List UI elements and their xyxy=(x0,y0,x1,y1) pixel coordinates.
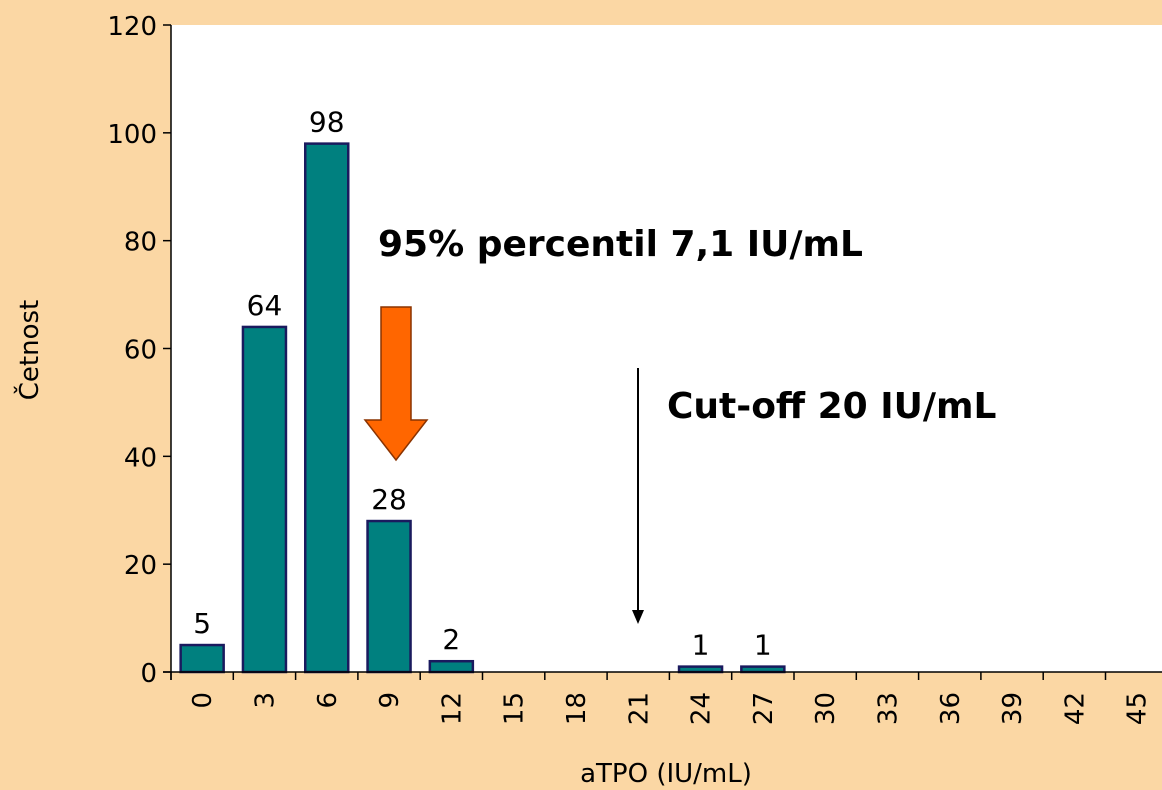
data-labels-group: 5 64 98 28 2 1 1 xyxy=(193,106,772,662)
x-tick-label: 45 xyxy=(1123,692,1153,725)
axes-group xyxy=(163,24,1162,680)
y-tick-label: 20 xyxy=(124,551,157,581)
y-tick-label: 40 xyxy=(124,443,157,473)
bar-data-label: 64 xyxy=(247,289,283,322)
bar xyxy=(304,142,350,674)
bars-group xyxy=(179,142,786,674)
x-tick-label: 30 xyxy=(811,692,841,725)
y-tick-label: 80 xyxy=(124,228,157,258)
x-tick-label: 12 xyxy=(437,692,467,725)
x-tick-label: 3 xyxy=(250,692,280,709)
x-tick-label: 21 xyxy=(624,692,654,725)
x-tick-label: 18 xyxy=(562,692,592,725)
x-tick-label: 36 xyxy=(936,692,966,725)
y-tick-label: 60 xyxy=(124,336,157,366)
percentile-arrow-icon xyxy=(363,306,429,462)
x-tick-label: 42 xyxy=(1060,692,1090,725)
cutoff-arrow-icon xyxy=(632,610,644,624)
x-tick-label: 0 xyxy=(188,692,218,709)
y-tick-label: 0 xyxy=(140,659,157,689)
bar-data-label: 98 xyxy=(309,106,345,139)
bar xyxy=(366,519,412,674)
x-tick-labels-group: 0 3 6 9 12 15 18 21 24 27 30 33 36 39 42 45 xyxy=(188,692,1153,725)
bar xyxy=(179,643,225,674)
x-tick-label: 15 xyxy=(500,692,530,725)
bar-data-label: 2 xyxy=(442,623,460,656)
x-tick-label: 27 xyxy=(749,692,779,725)
bar xyxy=(740,665,786,674)
bar-data-label: 28 xyxy=(371,483,407,516)
y-tick-labels-group: 0 20 40 60 80 100 120 xyxy=(107,12,157,689)
percentile-annotation: 95% percentil 7,1 IU/mL xyxy=(378,224,863,265)
x-tick-label: 9 xyxy=(375,692,405,709)
y-tick-label: 120 xyxy=(107,12,157,42)
bar-data-label: 1 xyxy=(754,629,772,662)
x-axis-title: aTPO (IU/mL) xyxy=(580,759,752,789)
x-tick-label: 24 xyxy=(687,692,717,725)
bar-data-label: 5 xyxy=(193,607,211,640)
bar-data-label: 1 xyxy=(692,629,710,662)
x-tick-label: 33 xyxy=(873,692,903,725)
cutoff-annotation: Cut-off 20 IU/mL xyxy=(667,386,996,427)
x-tick-label: 6 xyxy=(313,692,343,709)
y-tick-label: 100 xyxy=(107,120,157,150)
bar xyxy=(677,665,724,674)
bar xyxy=(428,659,475,674)
x-tick-label: 39 xyxy=(998,692,1028,725)
bar xyxy=(241,325,288,674)
y-axis-title: Četnost xyxy=(13,300,45,400)
